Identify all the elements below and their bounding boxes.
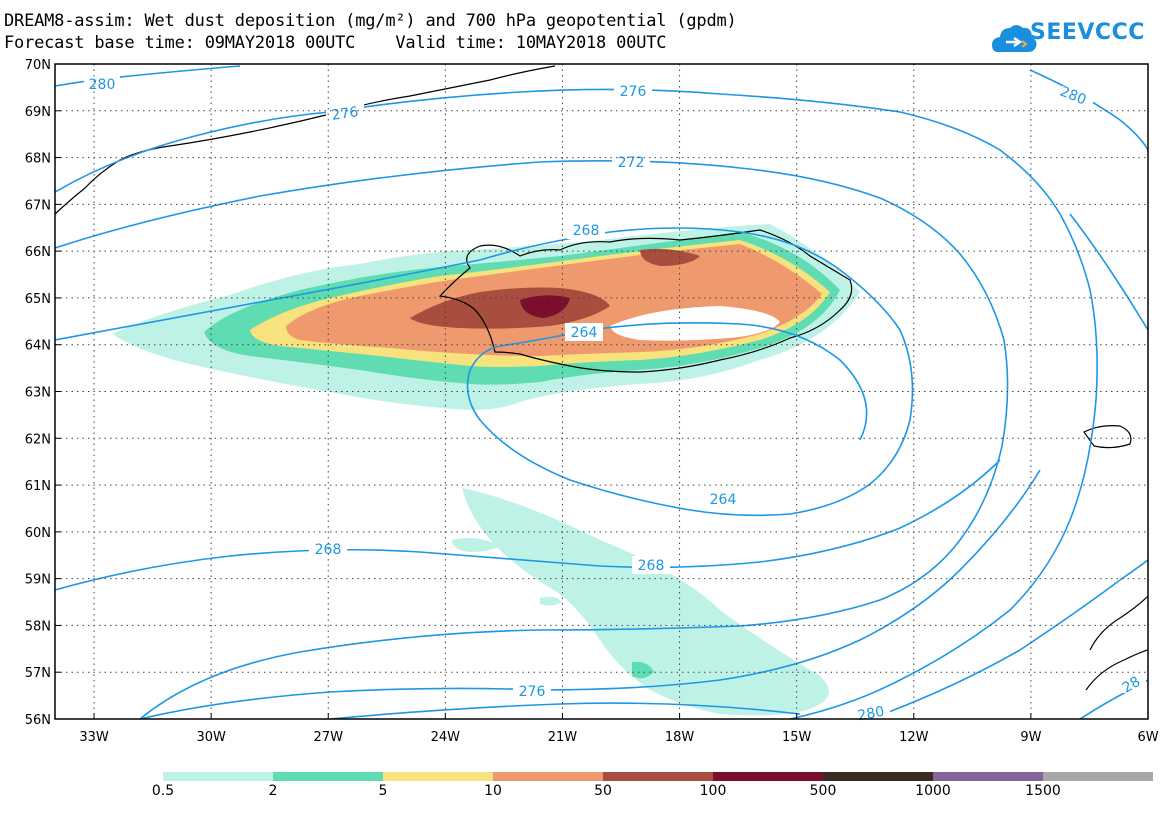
lon-tick-label: 33W: [79, 730, 109, 745]
lat-tick-label: 66N: [25, 245, 51, 260]
lat-tick-label: 62N: [25, 432, 51, 447]
legend-threshold-label: 5: [378, 783, 388, 799]
legend-threshold-label: 100: [699, 783, 727, 799]
lon-tick-label: 30W: [196, 730, 226, 745]
legend-swatch: [273, 772, 383, 781]
dust-level-0p5: [452, 538, 500, 552]
color-legend: [163, 772, 1153, 781]
faroe-islands: [1083, 425, 1132, 449]
gridlines: [55, 64, 1148, 719]
contour-label: 272: [618, 155, 645, 171]
legend-swatch: [933, 772, 1043, 781]
contour-east-edge: [1069, 213, 1148, 331]
scotland-coast: [1085, 649, 1148, 691]
lon-tick-label: 9W: [1020, 730, 1041, 745]
dust-shading: [112, 224, 860, 716]
lat-tick-label: 65N: [25, 292, 51, 307]
legend-threshold-label: 1500: [1025, 783, 1061, 799]
iceland-coast: [438, 229, 853, 373]
lon-tick-label: 27W: [314, 730, 344, 745]
lat-tick-label: 67N: [25, 198, 51, 213]
contour-280-nw: [55, 65, 241, 87]
contour-272: [55, 160, 1009, 719]
legend-swatch: [713, 772, 823, 781]
contour-268-south: [55, 459, 1001, 591]
contour-label: 268: [638, 558, 665, 574]
contour-label: 276: [331, 104, 360, 124]
lat-tick-label: 70N: [25, 58, 51, 73]
legend-swatch: [383, 772, 493, 781]
lon-tick-label: 24W: [431, 730, 461, 745]
lat-tick-label: 63N: [25, 386, 51, 401]
contour-276-south: [139, 469, 1041, 719]
legend-threshold-label: 500: [809, 783, 837, 799]
dust-level-2: [632, 661, 654, 679]
legend-threshold-label: 50: [594, 783, 612, 799]
lat-tick-label: 58N: [25, 619, 51, 634]
lat-tick-label: 59N: [25, 573, 51, 588]
contour-280-ne: [1029, 69, 1148, 151]
greenland-coast: [55, 65, 556, 215]
lat-tick-label: 56N: [25, 713, 51, 728]
map-subtitle: Forecast base time: 09MAY2018 00UTC Vali…: [4, 33, 667, 53]
legend-swatch: [603, 772, 713, 781]
lat-tick-label: 64N: [25, 339, 51, 354]
contour-label: 264: [710, 492, 737, 508]
lat-tick-label: 61N: [25, 479, 51, 494]
legend-swatch: [1043, 772, 1153, 781]
contour-label: 264: [571, 325, 598, 341]
contour-280-east: [869, 559, 1148, 719]
contour-label: 276: [519, 684, 546, 700]
legend-swatch: [823, 772, 933, 781]
dust-level-100: [520, 295, 570, 318]
legend-swatch: [493, 772, 603, 781]
coastlines: [55, 65, 1148, 691]
lon-tick-label: 15W: [782, 730, 812, 745]
lon-tick-label: 18W: [665, 730, 695, 745]
contour-label: 280: [856, 704, 885, 724]
legend-threshold-label: 10: [484, 783, 502, 799]
map-title: DREAM8-assim: Wet dust deposition (mg/m²…: [4, 11, 737, 31]
legend-threshold-label: 0.5: [151, 783, 175, 799]
legend-threshold-label: 2: [268, 783, 278, 799]
contour-label: 276: [620, 84, 647, 100]
scotland-coast: [1089, 595, 1148, 651]
contour-280-se: [329, 702, 801, 719]
cloud-logo-icon: [992, 25, 1037, 52]
dust-level-0p5: [462, 488, 829, 716]
legend-threshold-label: 1000: [915, 783, 951, 799]
latitude-axis: 70N 69N 68N 67N 66N 65N 64N 63N 62N 61N 60N 59N 58N 5…: [25, 58, 61, 728]
dust-level-50: [640, 248, 700, 266]
lat-tick-label: 57N: [25, 666, 51, 681]
logo-text: SEEVCCC: [1030, 20, 1145, 45]
contour-label: 268: [573, 223, 600, 239]
longitude-axis: 33W 30W 27W 24W 21W 18W 15W 12W 9W 6W: [79, 713, 1159, 745]
lat-tick-label: 69N: [25, 105, 51, 120]
contour-label: 268: [315, 542, 342, 558]
contour-labels: 280 280 276 276 272 268 264 264 268 268 …: [84, 74, 1146, 724]
legend-swatch: [163, 772, 273, 781]
lat-tick-label: 68N: [25, 152, 51, 167]
dust-level-0p5: [540, 596, 562, 606]
contour-label: 28: [1120, 674, 1143, 697]
lon-tick-label: 21W: [548, 730, 578, 745]
lat-tick-label: 60N: [25, 526, 51, 541]
lon-tick-label: 12W: [899, 730, 929, 745]
contour-276-n: [55, 88, 1098, 719]
lon-tick-label: 6W: [1137, 730, 1158, 745]
contour-label: 280: [89, 77, 116, 93]
